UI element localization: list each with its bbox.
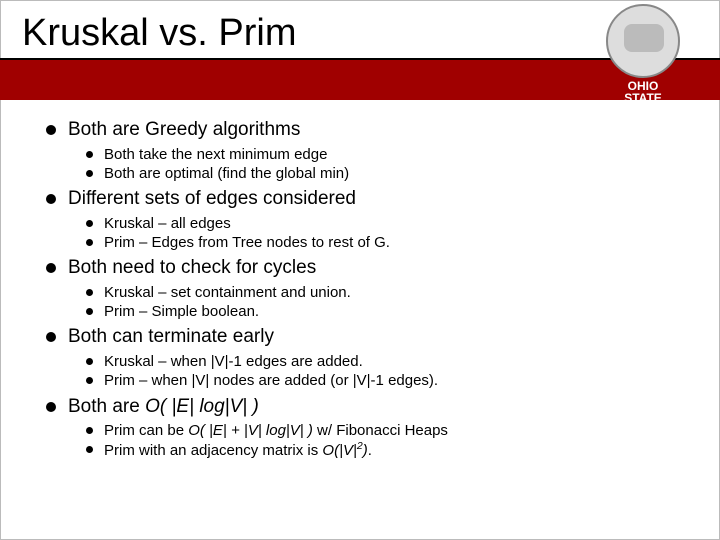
sub-bullet: Prim – when |V| nodes are added (or |V|-…: [86, 371, 690, 390]
sub-bullet: Kruskal – all edges: [86, 214, 690, 233]
sub-bullet: Kruskal – set containment and union.: [86, 283, 690, 302]
bullet-text: Both are Greedy algorithms: [68, 119, 300, 140]
bullet-item: Both are O( |E| log|V| ) Prim can be O( …: [46, 395, 690, 461]
bullet-text: Both need to check for cycles: [68, 257, 316, 278]
slide-body: Both are Greedy algorithms Both take the…: [46, 118, 690, 465]
sub-bullet: Kruskal – when |V|-1 edges are added.: [86, 352, 690, 371]
sub-bullet: Both take the next minimum edge: [86, 145, 690, 164]
sub-bullet: Prim – Edges from Tree nodes to rest of …: [86, 233, 690, 252]
sub-bullet: Both are optimal (find the global min): [86, 164, 690, 183]
sub-bullet: Prim can be O( |E| + |V| log|V| ) w/ Fib…: [86, 421, 690, 440]
bullet-item: Both need to check for cycles Kruskal – …: [46, 256, 690, 321]
bullet-text: Both can terminate early: [68, 326, 274, 347]
bullet-item: Different sets of edges considered Krusk…: [46, 187, 690, 252]
bullet-item: Both can terminate early Kruskal – when …: [46, 325, 690, 390]
sub-bullet: Prim with an adjacency matrix is O(|V|2)…: [86, 440, 690, 460]
mascot-icon: [606, 4, 680, 78]
logo-line2: STATE: [578, 92, 708, 104]
slide-title: Kruskal vs. Prim: [22, 12, 296, 55]
bullet-item: Both are Greedy algorithms Both take the…: [46, 118, 690, 183]
bullet-text: Different sets of edges considered: [68, 188, 356, 209]
ohio-state-logo: OHIO STATE B U C K E Y E S: [578, 4, 708, 104]
logo-tag: B U C K E Y E S: [578, 106, 708, 113]
sub-bullet: Prim – Simple boolean.: [86, 302, 690, 321]
bullet-text: Both are O( |E| log|V| ): [68, 396, 259, 417]
